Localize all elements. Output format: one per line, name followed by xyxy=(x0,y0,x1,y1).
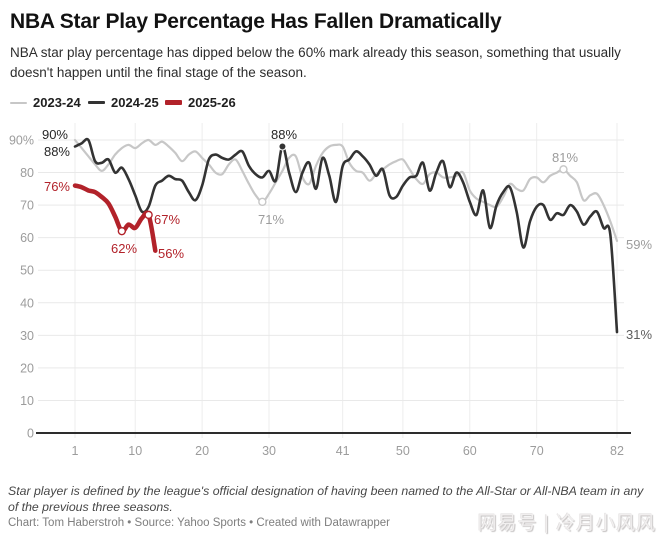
svg-text:41: 41 xyxy=(336,444,350,458)
svg-text:70: 70 xyxy=(530,444,544,458)
annotation-88%: 88% xyxy=(44,144,70,159)
footnote: Star player is defined by the league's o… xyxy=(8,484,644,515)
svg-text:20: 20 xyxy=(20,361,34,375)
marker-2023-24-71 xyxy=(258,197,267,207)
y-axis-labels: 0 10 20 30 40 50 60 70 80 90% xyxy=(9,134,34,441)
svg-text:30: 30 xyxy=(262,444,276,458)
legend-swatch-2024-25 xyxy=(88,101,105,104)
svg-text:50: 50 xyxy=(396,444,410,458)
annotation-76%: 76% xyxy=(44,179,70,194)
marker-2023-24-81 xyxy=(559,165,568,174)
annotation-31%: 31% xyxy=(626,327,652,342)
svg-text:40: 40 xyxy=(20,296,34,310)
watermark: 网易号 | 冷月小风风 xyxy=(477,513,656,534)
chart-subtitle: NBA star play percentage has dipped belo… xyxy=(10,45,621,80)
svg-text:60: 60 xyxy=(463,444,477,458)
legend-label: 2023-24 xyxy=(33,95,81,110)
legend-label: 2024-25 xyxy=(111,95,159,110)
svg-text:10: 10 xyxy=(128,444,142,458)
legend-swatch-2023-24 xyxy=(10,101,27,104)
legend-item-2024-25: 2024-25 xyxy=(88,95,159,110)
page-title: NBA Star Play Percentage Has Fallen Dram… xyxy=(10,10,502,33)
svg-text:10: 10 xyxy=(20,394,34,408)
value-annotations: 90% 88% 76% 62% 67% 56% 88% 71% 81% 59% 31% xyxy=(42,127,652,342)
svg-text:20: 20 xyxy=(195,444,209,458)
data-point-markers xyxy=(117,142,568,236)
annotation-88%: 88% xyxy=(271,127,297,142)
series-line-2025-26 xyxy=(72,183,158,253)
svg-text:70: 70 xyxy=(20,199,34,213)
svg-text:82: 82 xyxy=(610,444,624,458)
vertical-gridlines xyxy=(74,123,618,438)
legend-swatch-2025-26 xyxy=(165,100,182,105)
svg-text:90%: 90% xyxy=(9,134,34,148)
credits-line: Chart: Tom Haberstroh • Source: Yahoo Sp… xyxy=(8,517,390,529)
annotation-81%: 81% xyxy=(552,150,578,165)
svg-text:60: 60 xyxy=(20,231,34,245)
annotation-90%: 90% xyxy=(42,127,68,142)
legend-item-2023-24: 2023-24 xyxy=(10,95,81,110)
svg-text:80: 80 xyxy=(20,166,34,180)
svg-text:0: 0 xyxy=(27,427,34,441)
series-line-2023-24 xyxy=(73,138,619,242)
legend-item-2025-26: 2025-26 xyxy=(165,95,236,110)
svg-text:1: 1 xyxy=(72,444,79,458)
annotation-71%: 71% xyxy=(258,212,284,227)
marker-2025-26-67 xyxy=(144,210,153,220)
marker-2025-26-62 xyxy=(117,226,127,236)
x-axis-labels: 1 10 20 30 41 50 60 70 82 xyxy=(72,444,624,458)
svg-text:50: 50 xyxy=(20,264,34,278)
legend-label: 2025-26 xyxy=(188,95,236,110)
marker-2024-25-88 xyxy=(278,142,287,151)
series-line-2024-25 xyxy=(73,137,619,334)
annotation-59%: 59% xyxy=(626,237,652,252)
chart-legend: 2023-24 2024-25 2025-26 xyxy=(0,95,660,113)
annotation-62%: 62% xyxy=(111,241,137,256)
horizontal-gridlines xyxy=(38,139,624,401)
annotation-56%: 56% xyxy=(158,246,184,261)
annotation-67%: 67% xyxy=(154,212,180,227)
svg-text:30: 30 xyxy=(20,329,34,343)
